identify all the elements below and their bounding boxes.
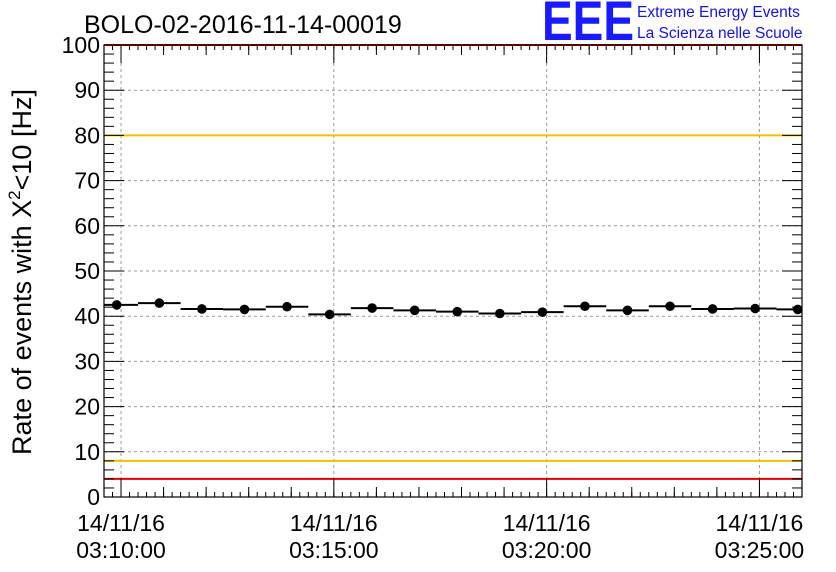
y-tick-label: 50 bbox=[74, 258, 100, 284]
logo-mark: EEE bbox=[542, 0, 634, 52]
x-axis: 14/11/1603:10:0014/11/1603:15:0014/11/16… bbox=[76, 45, 804, 563]
logo-line1: Extreme Energy Events bbox=[637, 4, 800, 21]
y-tick-label: 20 bbox=[74, 394, 100, 420]
y-tick-label: 0 bbox=[87, 484, 100, 510]
y-tick-label: 80 bbox=[74, 122, 100, 148]
x-tick-label-date: 14/11/16 bbox=[503, 510, 591, 536]
x-tick-label-time: 03:15:00 bbox=[289, 537, 379, 563]
chart-title: BOLO-02-2016-11-14-00019 bbox=[84, 11, 402, 39]
y-tick-label: 40 bbox=[74, 303, 100, 329]
x-tick-label-date: 14/11/16 bbox=[290, 510, 378, 536]
x-tick-label-date: 14/11/16 bbox=[77, 510, 165, 536]
y-tick-label: 100 bbox=[62, 32, 100, 58]
y-axis-label: Rate of events with X2<10 [Hz] bbox=[5, 89, 37, 455]
y-tick-label: 60 bbox=[74, 213, 100, 239]
data-point bbox=[282, 301, 292, 312]
data-point bbox=[580, 301, 590, 312]
data-point bbox=[367, 303, 377, 313]
data-point bbox=[197, 304, 207, 314]
data-point bbox=[154, 298, 165, 308]
data-point bbox=[537, 307, 548, 317]
y-tick-label: 30 bbox=[74, 348, 100, 374]
eee-logo: EEE Extreme Energy Events La Scienza nel… bbox=[542, 0, 802, 52]
data-point bbox=[324, 309, 335, 320]
y-tick-label: 90 bbox=[74, 77, 100, 103]
data-point bbox=[792, 304, 803, 315]
x-tick-label-date: 14/11/16 bbox=[716, 510, 804, 536]
data-point bbox=[111, 300, 122, 310]
data-point bbox=[750, 303, 760, 314]
y-axis-label-suffix: <10 [Hz] bbox=[7, 89, 37, 190]
data-point bbox=[409, 305, 420, 316]
data-point bbox=[495, 308, 505, 319]
x-tick-label-time: 03:10:00 bbox=[76, 537, 166, 563]
data-series bbox=[104, 298, 803, 320]
y-axis-label-sup: 2 bbox=[5, 190, 24, 199]
data-point bbox=[622, 305, 633, 316]
data-point bbox=[707, 304, 718, 314]
data-point bbox=[239, 304, 250, 315]
x-tick-label-time: 03:25:00 bbox=[715, 537, 805, 563]
data-point bbox=[452, 306, 463, 317]
data-point bbox=[665, 301, 675, 312]
y-axis-label-main: Rate of events with X bbox=[7, 200, 37, 455]
y-axis: 0 10 20 30 40 50 60 70 80 90 100 bbox=[62, 32, 802, 510]
y-tick-label: 10 bbox=[74, 439, 100, 465]
logo-line2: La Scienza nelle Scuole bbox=[637, 25, 802, 42]
x-tick-label-time: 03:20:00 bbox=[502, 537, 592, 563]
y-tick-label: 70 bbox=[74, 168, 100, 194]
